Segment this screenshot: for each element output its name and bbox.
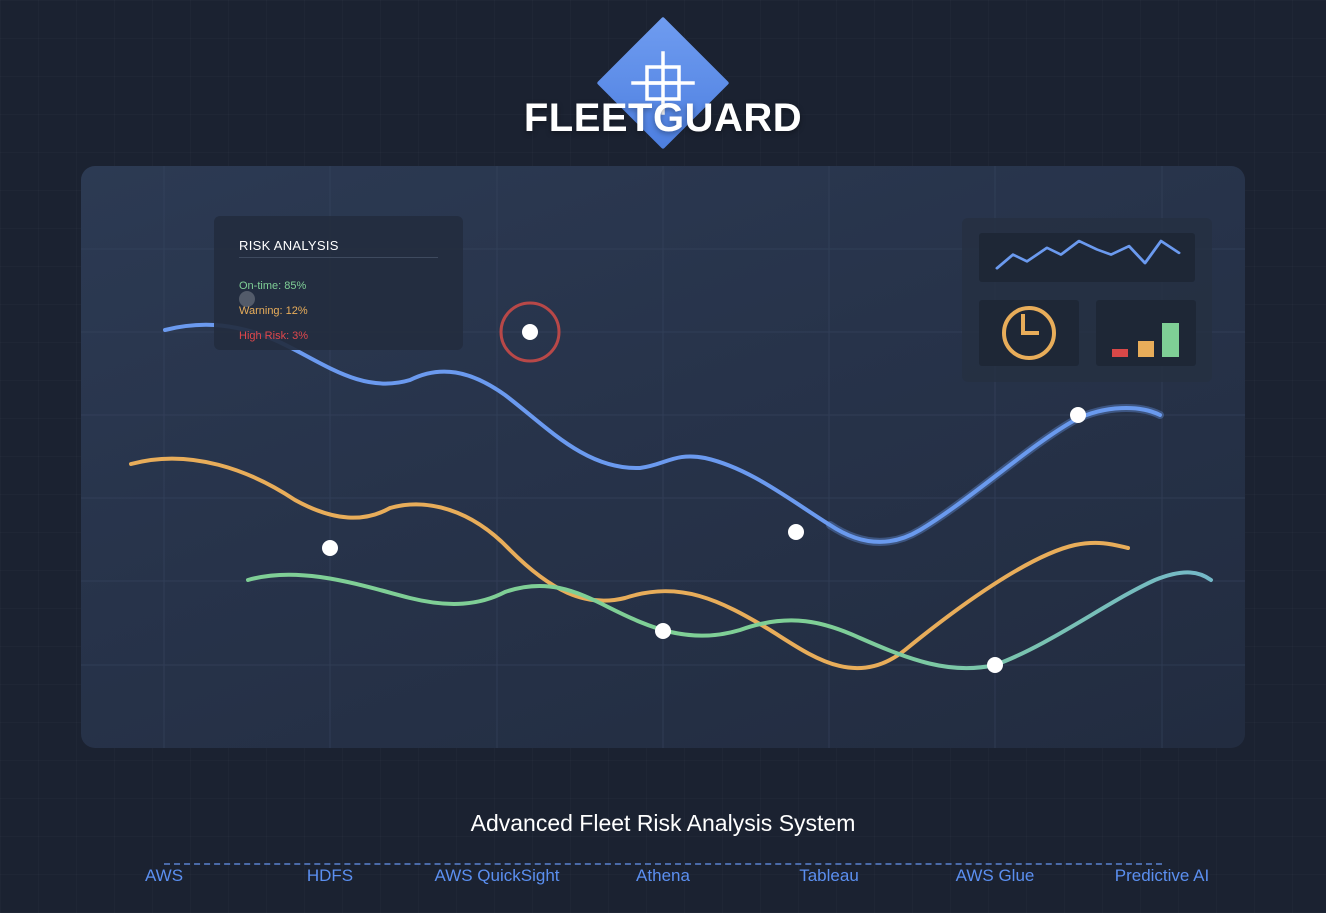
tech-label: HDFS xyxy=(306,866,354,885)
warning-line xyxy=(129,456,1130,671)
clock-icon xyxy=(1002,306,1056,360)
vehicle-dot[interactable] xyxy=(788,524,804,540)
risk-analysis-card: RISK ANALYSIS On-time: 85% Warning: 12% … xyxy=(214,216,463,350)
bars-tile xyxy=(1096,300,1196,366)
bar-chart-icon xyxy=(1112,323,1179,357)
sparkline-icon xyxy=(995,239,1181,270)
brand-title: FLEETGUARD xyxy=(523,96,803,140)
tech-label: Tableau xyxy=(799,866,859,885)
tech-label: AWS xyxy=(144,866,184,885)
tagline: Advanced Fleet Risk Analysis System xyxy=(470,810,856,836)
alert-ring xyxy=(499,301,561,363)
sparkline-tile xyxy=(979,233,1195,282)
vehicle-dot-faded xyxy=(239,291,255,307)
risk-row-ontime: On-time: 85% xyxy=(239,280,307,292)
divider xyxy=(239,257,438,258)
mini-bar xyxy=(1112,349,1128,357)
tech-label: Predictive AI xyxy=(1114,866,1210,885)
mini-bar xyxy=(1138,341,1154,357)
vehicle-dot[interactable] xyxy=(987,657,1003,673)
grid-target-icon xyxy=(631,51,695,115)
tech-label: AWS Glue xyxy=(955,866,1035,885)
vehicle-dot[interactable] xyxy=(322,540,338,556)
vehicle-dot[interactable] xyxy=(522,324,538,340)
mini-bar xyxy=(1162,323,1179,357)
risk-trend-line xyxy=(163,322,1162,544)
tech-label: Athena xyxy=(636,866,690,885)
vehicle-markers xyxy=(322,324,1086,673)
risk-card-title: RISK ANALYSIS xyxy=(239,238,339,253)
vehicle-dot[interactable] xyxy=(655,623,671,639)
tech-divider xyxy=(164,863,1162,865)
mini-widgets-box xyxy=(962,218,1212,382)
tech-label: AWS QuickSight xyxy=(434,866,560,885)
risk-trend-line-glow xyxy=(826,404,1164,546)
vehicle-dot[interactable] xyxy=(1070,407,1086,423)
ontime-line xyxy=(246,570,1213,671)
risk-row-warning: Warning: 12% xyxy=(239,305,308,317)
clock-tile xyxy=(979,300,1079,366)
risk-row-high-risk: High Risk: 3% xyxy=(239,330,309,342)
